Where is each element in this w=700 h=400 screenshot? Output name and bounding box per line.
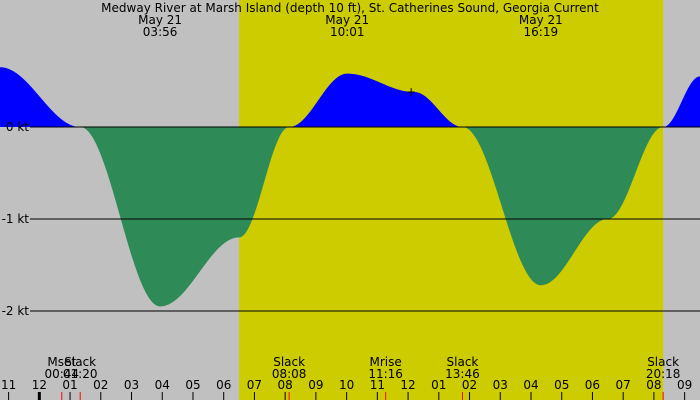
event-label: Mset	[47, 355, 76, 369]
x-tick-label: 11	[1, 378, 16, 392]
x-tick-label: 01	[62, 378, 77, 392]
x-tick-label: 02	[93, 378, 108, 392]
x-tick-label: 05	[554, 378, 569, 392]
event-time-label: 20:18	[646, 367, 681, 381]
y-gridlines	[30, 126, 700, 312]
x-tick-label: 04	[155, 378, 170, 392]
x-tick-label: 06	[585, 378, 600, 392]
event-label: Slack	[64, 355, 96, 369]
y-axis-labels: 0 kt -1 kt -2 kt	[2, 120, 30, 318]
x-tick-label: 08	[646, 378, 661, 392]
date-label: May 21	[138, 13, 182, 27]
event-labels: Mset00:44Slack01:20Slack08:08Mrise11:16S…	[44, 355, 680, 400]
date-label: May 21	[325, 13, 369, 27]
event-time-label: 08:08	[272, 367, 307, 381]
event-label: Mrise	[370, 355, 402, 369]
y-tick-label: -2 kt	[2, 304, 30, 318]
date-label: May 21	[519, 13, 563, 27]
x-tick-label: 10	[339, 378, 354, 392]
x-tick-label: 06	[216, 378, 231, 392]
x-tick-label: 04	[523, 378, 538, 392]
x-tick-label: 07	[616, 378, 631, 392]
current-time-marker: +	[406, 85, 416, 99]
date-time-label: 03:56	[143, 25, 178, 39]
x-tick-label: 02	[462, 378, 477, 392]
event-time-label: 11:16	[368, 367, 403, 381]
y-tick-label: 0 kt	[6, 120, 29, 134]
x-axis-ticks: 11 12 01 02 03 04 05 06 07 08 09 10 11 12 01 02 03 04 05 06…	[1, 378, 692, 400]
event-time-label: 13:46	[445, 367, 480, 381]
x-tick-label: 01	[431, 378, 446, 392]
x-tick-label: 09	[677, 378, 692, 392]
event-label: Slack	[647, 355, 679, 369]
x-tick-label: 11	[370, 378, 385, 392]
x-tick-label: 03	[493, 378, 508, 392]
flood-current-area	[0, 67, 700, 127]
chart-title: Medway River at Marsh Island (depth 10 f…	[101, 1, 599, 15]
date-time-label: 10:01	[330, 25, 365, 39]
ebb-current-area	[0, 127, 700, 307]
event-label: Slack	[447, 355, 479, 369]
x-tick-label: 07	[247, 378, 262, 392]
x-tick-label: 08	[278, 378, 293, 392]
date-time-label: 16:19	[524, 25, 559, 39]
x-tick-label: 05	[185, 378, 200, 392]
event-time-label: 00:44	[44, 367, 79, 381]
y-tick-label: -1 kt	[2, 212, 30, 226]
x-tick-label: 12	[400, 378, 415, 392]
event-label: Slack	[273, 355, 305, 369]
x-tick-label: 09	[308, 378, 323, 392]
x-tick-label: 03	[124, 378, 139, 392]
event-time-label: 01:20	[63, 367, 98, 381]
x-tick-label: 12	[32, 378, 47, 392]
